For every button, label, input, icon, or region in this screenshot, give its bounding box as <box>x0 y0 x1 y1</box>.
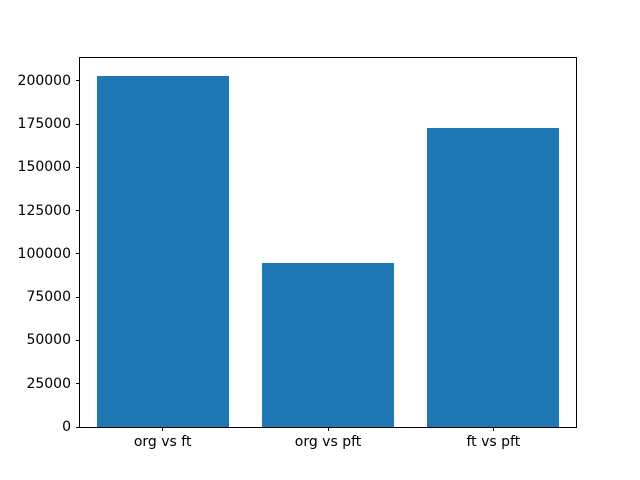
bar <box>261 262 395 427</box>
y-tick-label: 175000 <box>17 116 71 133</box>
y-tick-label: 100000 <box>17 245 71 262</box>
y-tick-mark <box>76 426 80 428</box>
y-tick-mark <box>76 123 80 125</box>
bar <box>427 127 560 427</box>
y-tick-label: 150000 <box>17 159 71 176</box>
y-tick-label: 75000 <box>26 289 71 306</box>
y-tick-label: 125000 <box>17 202 71 219</box>
x-tick-mark <box>162 427 164 431</box>
y-tick-mark <box>76 210 80 212</box>
x-tick-label: org vs pft <box>294 434 362 450</box>
y-tick-label: 50000 <box>26 332 71 349</box>
x-tick-label: ft vs pft <box>466 434 521 450</box>
x-tick-label: org vs ft <box>133 434 192 450</box>
y-tick-mark <box>76 296 80 298</box>
plot-area <box>79 57 577 428</box>
x-tick-mark <box>327 427 329 431</box>
y-tick-mark <box>76 166 80 168</box>
y-tick-label: 0 <box>62 419 71 435</box>
y-tick-label: 25000 <box>26 375 71 392</box>
y-tick-mark <box>76 339 80 341</box>
y-tick-mark <box>76 80 80 82</box>
y-tick-label: 200000 <box>17 72 71 89</box>
y-tick-mark <box>76 253 80 255</box>
bar <box>96 75 229 427</box>
x-tick-mark <box>492 427 494 431</box>
y-tick-mark <box>76 383 80 385</box>
